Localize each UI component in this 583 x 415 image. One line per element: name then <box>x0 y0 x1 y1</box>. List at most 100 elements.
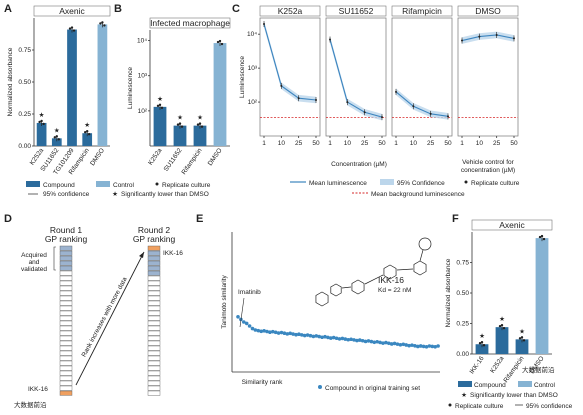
rank-slot-round2 <box>147 310 161 316</box>
rank-slot-round1 <box>59 270 73 276</box>
training-compound-point <box>410 343 414 347</box>
y-tick-label: 0.25 <box>456 321 469 328</box>
training-compound-point <box>372 340 377 345</box>
rank-slot-round1 <box>59 260 73 266</box>
legend-f-replicate: Replicate culture <box>455 403 504 410</box>
y-axis-label: Normalized absorbance <box>7 47 14 116</box>
and-label: and <box>29 259 40 266</box>
training-compound-point <box>288 331 293 336</box>
training-compound-point <box>244 321 249 326</box>
replicate-point <box>42 122 45 126</box>
replicate-point <box>55 135 58 138</box>
panel-title: Axenic <box>499 220 525 230</box>
bar-ikk-16 <box>475 344 489 354</box>
replicate-point <box>482 344 486 347</box>
rank-slot-round1 <box>59 250 73 256</box>
x-tick-label: 50 <box>444 140 452 147</box>
rank-slot-round2 <box>147 335 161 341</box>
rank-slot-round1 <box>59 290 73 296</box>
rank-arrow-head <box>139 252 144 258</box>
y-tick-label: 10³ <box>138 73 148 80</box>
legend-f-control: Control <box>534 382 556 389</box>
panel-c-title: DMSO <box>475 6 501 16</box>
bar-dmso <box>97 24 108 146</box>
legend-bg: Mean background luminescence <box>371 191 465 198</box>
replicate-point <box>156 104 160 108</box>
training-compound-point <box>349 337 353 342</box>
training-compound-point <box>320 335 324 340</box>
rank-slot-round2 <box>147 250 161 256</box>
rank-slot-round2 <box>147 300 161 306</box>
rank-slot-round1 <box>59 325 73 331</box>
training-compound-point <box>291 332 295 336</box>
rank-slot-round2 <box>147 325 161 331</box>
rank-slot-round1 <box>59 375 73 381</box>
x-tick-label: Rifampicin <box>180 147 203 176</box>
replicate-point <box>38 120 41 124</box>
confidence-band <box>396 88 448 120</box>
rank-slot-round2 <box>147 365 161 371</box>
training-compound-point <box>250 326 255 331</box>
significance-star: ★ <box>157 96 163 103</box>
bar-k252a <box>495 327 509 354</box>
replicate-point <box>522 339 526 342</box>
phenyl-ring <box>383 264 397 280</box>
training-compound-point <box>360 338 365 343</box>
x-tick-label: K252a <box>489 355 506 375</box>
arrow-label: Rank increases with more data <box>81 276 129 358</box>
replicate-point <box>53 136 56 139</box>
y-tick-label: 0.00 <box>18 143 31 150</box>
significance-star: ★ <box>84 122 90 129</box>
rank-arrow <box>75 251 145 386</box>
rank-slot-round2 <box>147 355 161 361</box>
legend-training-dot <box>318 385 322 389</box>
training-compound-point <box>413 344 417 348</box>
x-tick-label: 25 <box>493 140 501 147</box>
legend-f-sig: Significantly lower than DMSO <box>470 392 558 399</box>
x-tick-label: 50 <box>510 140 518 147</box>
rank-slot-round2 <box>147 255 161 261</box>
legend-f-replicate-dot <box>448 403 452 407</box>
rank-slot-round1 <box>59 315 73 321</box>
x-tick-label: 1 <box>460 140 464 147</box>
replicate-point <box>540 234 544 238</box>
rank-slot-round2 <box>147 330 161 336</box>
imatinib-pointer <box>239 297 245 328</box>
round2-sub: GP ranking <box>133 234 176 244</box>
rank-slot-round1 <box>59 380 73 386</box>
training-compound-point <box>334 336 339 341</box>
training-compound-point <box>268 330 272 335</box>
panel-c-title: K252a <box>278 6 303 16</box>
y-tick-label: 0.50 <box>18 79 31 86</box>
bar-rifampicin <box>193 125 207 146</box>
legend-ci: 95% confidence <box>43 191 90 198</box>
replicate-point <box>68 27 72 30</box>
y-axis-label: Luminescence <box>239 56 246 98</box>
series-line <box>461 34 515 42</box>
training-compound-point <box>433 345 438 349</box>
rank-slot-round1 <box>59 275 73 281</box>
series-line <box>395 91 449 117</box>
replicate-point <box>346 101 349 104</box>
rank-slot-round2 <box>147 385 161 391</box>
replicate-point <box>40 119 43 123</box>
pyrrolidine-ring <box>418 237 432 251</box>
y-tick-label: 0.50 <box>456 290 469 297</box>
x-tick-label: 10 <box>410 140 418 147</box>
training-compound-point <box>430 344 435 349</box>
significance-star: ★ <box>519 328 525 335</box>
pyrimidine-ring <box>351 279 365 295</box>
rank-slot-round2 <box>147 275 161 281</box>
rank-slot-round1 <box>59 265 73 271</box>
panel-title-box <box>149 17 231 29</box>
rank-slot-round1 <box>59 280 73 286</box>
training-compound-point <box>401 342 406 347</box>
panel-c-frame <box>325 17 387 137</box>
panel-title-box <box>33 5 111 17</box>
replicate-point <box>520 336 524 339</box>
replicate-point <box>502 326 506 330</box>
legend-training: Compound in original training set <box>325 385 420 392</box>
training-compound-point <box>398 343 403 347</box>
y-tick-label: 10² <box>138 108 148 115</box>
training-compound-point <box>279 330 284 335</box>
